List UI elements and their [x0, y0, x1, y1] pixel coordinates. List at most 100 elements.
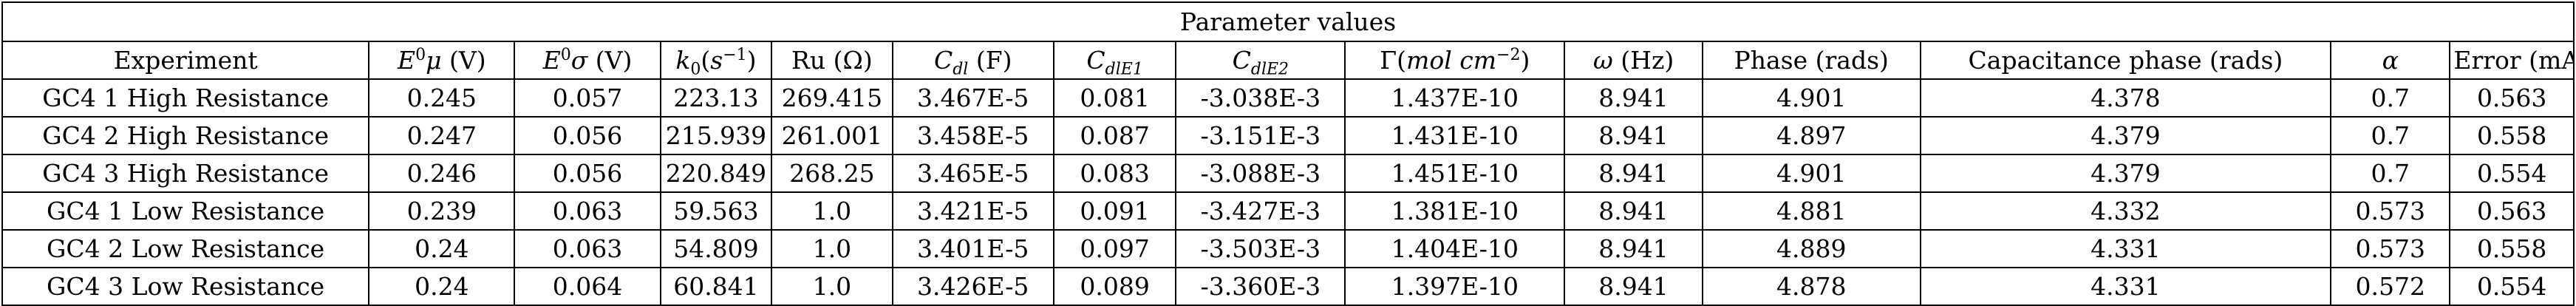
- header-omega: ω (Hz): [1564, 41, 1703, 80]
- cell-ru: 261.001: [771, 116, 893, 155]
- cell-phase: 4.901: [1701, 154, 1921, 193]
- cell-e0-sigma: 0.063: [514, 191, 661, 231]
- cell-gamma: 1.397E-10: [1344, 267, 1566, 306]
- cell-alpha: 0.7: [2330, 154, 2451, 193]
- cell-omega: 8.941: [1564, 154, 1703, 193]
- cell-e0-mu: 0.245: [368, 78, 516, 118]
- header-row: Experiment E0μ (V) E0σ (V) k0(s−1) Ru (Ω…: [1, 41, 2575, 80]
- cell-cdl: 3.465E-5: [891, 154, 1054, 193]
- cell-cdl: 3.458E-5: [891, 116, 1054, 155]
- cell-cdle2: -3.151E-3: [1175, 116, 1346, 155]
- cell-e0-mu: 0.239: [368, 191, 516, 231]
- cell-ru: 269.415: [771, 78, 893, 118]
- header-cdl: Cdl (F): [891, 41, 1054, 80]
- cell-gamma: 1.404E-10: [1344, 229, 1566, 268]
- cell-e0-mu: 0.247: [368, 116, 516, 155]
- cell-e0-sigma: 0.057: [514, 78, 661, 118]
- cell-gamma: 1.431E-10: [1344, 116, 1566, 155]
- cell-experiment: GC4 1 High Resistance: [1, 78, 370, 118]
- cell-alpha: 0.572: [2330, 267, 2451, 306]
- cell-alpha: 0.573: [2330, 191, 2451, 231]
- cell-k0: 54.809: [659, 229, 773, 268]
- cell-ru: 1.0: [771, 191, 893, 231]
- cell-experiment: GC4 3 High Resistance: [1, 154, 370, 193]
- cell-e0-sigma: 0.064: [514, 267, 661, 306]
- table-row: GC4 1 Low Resistance 0.239 0.063 59.563 …: [1, 191, 2575, 231]
- cell-phase: 4.889: [1701, 229, 1921, 268]
- cell-experiment: GC4 2 High Resistance: [1, 116, 370, 155]
- cell-e0-sigma: 0.056: [514, 116, 661, 155]
- header-experiment: Experiment: [1, 41, 370, 80]
- table-row: GC4 3 Low Resistance 0.24 0.064 60.841 1…: [1, 267, 2575, 306]
- cell-e0-mu: 0.246: [368, 154, 516, 193]
- cell-error: 0.554: [2449, 267, 2575, 306]
- table-row: GC4 3 High Resistance 0.246 0.056 220.84…: [1, 154, 2575, 193]
- cell-error: 0.558: [2449, 116, 2575, 155]
- cell-cdle1: 0.089: [1052, 267, 1177, 306]
- cell-omega: 8.941: [1564, 267, 1703, 306]
- cell-k0: 60.841: [659, 267, 773, 306]
- header-k0: k0(s−1): [659, 41, 773, 80]
- header-cdle2: CdlE2: [1175, 41, 1346, 80]
- cell-cdl: 3.467E-5: [891, 78, 1054, 118]
- cell-experiment: GC4 2 Low Resistance: [1, 229, 370, 268]
- cell-capacitance-phase: 4.331: [1919, 267, 2332, 306]
- cell-ru: 268.25: [771, 154, 893, 193]
- cell-ru: 1.0: [771, 229, 893, 268]
- header-e0-mu: E0μ (V): [368, 41, 516, 80]
- cell-cdl: 3.421E-5: [891, 191, 1054, 231]
- header-alpha: α: [2330, 41, 2451, 80]
- cell-omega: 8.941: [1564, 116, 1703, 155]
- table-row: GC4 2 Low Resistance 0.24 0.063 54.809 1…: [1, 229, 2575, 268]
- cell-k0: 59.563: [659, 191, 773, 231]
- cell-cdle2: -3.427E-3: [1175, 191, 1346, 231]
- header-capacitance-phase: Capacitance phase (rads): [1919, 41, 2332, 80]
- cell-gamma: 1.381E-10: [1344, 191, 1566, 231]
- cell-capacitance-phase: 4.331: [1919, 229, 2332, 268]
- cell-alpha: 0.7: [2330, 116, 2451, 155]
- cell-alpha: 0.573: [2330, 229, 2451, 268]
- header-ru: Ru (Ω): [771, 41, 893, 80]
- table-row: GC4 1 High Resistance 0.245 0.057 223.13…: [1, 78, 2575, 118]
- cell-e0-mu: 0.24: [368, 229, 516, 268]
- cell-cdl: 3.401E-5: [891, 229, 1054, 268]
- cell-cdle2: -3.038E-3: [1175, 78, 1346, 118]
- cell-k0: 215.939: [659, 116, 773, 155]
- cell-experiment: GC4 3 Low Resistance: [1, 267, 370, 306]
- header-phase: Phase (rads): [1701, 41, 1921, 80]
- cell-alpha: 0.7: [2330, 78, 2451, 118]
- cell-gamma: 1.451E-10: [1344, 154, 1566, 193]
- cell-omega: 8.941: [1564, 78, 1703, 118]
- cell-cdle1: 0.083: [1052, 154, 1177, 193]
- cell-experiment: GC4 1 Low Resistance: [1, 191, 370, 231]
- cell-capacitance-phase: 4.379: [1919, 116, 2332, 155]
- cell-cdle1: 0.091: [1052, 191, 1177, 231]
- cell-error: 0.558: [2449, 229, 2575, 268]
- cell-cdle1: 0.097: [1052, 229, 1177, 268]
- table-row: GC4 2 High Resistance 0.247 0.056 215.93…: [1, 116, 2575, 155]
- header-error: Error (mA): [2449, 41, 2575, 80]
- cell-phase: 4.881: [1701, 191, 1921, 231]
- header-cdle1: CdlE1: [1052, 41, 1177, 80]
- cell-phase: 4.901: [1701, 78, 1921, 118]
- cell-cdle2: -3.088E-3: [1175, 154, 1346, 193]
- cell-cdle1: 0.081: [1052, 78, 1177, 118]
- cell-e0-sigma: 0.063: [514, 229, 661, 268]
- cell-error: 0.563: [2449, 191, 2575, 231]
- cell-omega: 8.941: [1564, 191, 1703, 231]
- cell-cdle2: -3.503E-3: [1175, 229, 1346, 268]
- cell-error: 0.563: [2449, 78, 2575, 118]
- cell-gamma: 1.437E-10: [1344, 78, 1566, 118]
- header-e0-sigma: E0σ (V): [514, 41, 661, 80]
- cell-phase: 4.878: [1701, 267, 1921, 306]
- cell-capacitance-phase: 4.379: [1919, 154, 2332, 193]
- cell-cdle2: -3.360E-3: [1175, 267, 1346, 306]
- cell-ru: 1.0: [771, 267, 893, 306]
- cell-error: 0.554: [2449, 154, 2575, 193]
- cell-cdl: 3.426E-5: [891, 267, 1054, 306]
- cell-phase: 4.897: [1701, 116, 1921, 155]
- cell-e0-mu: 0.24: [368, 267, 516, 306]
- cell-e0-sigma: 0.056: [514, 154, 661, 193]
- cell-capacitance-phase: 4.378: [1919, 78, 2332, 118]
